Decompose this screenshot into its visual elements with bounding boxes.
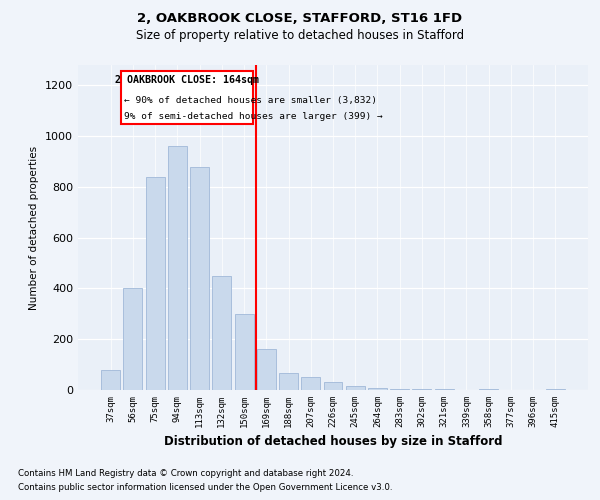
Bar — [168, 146, 187, 390]
Bar — [346, 386, 365, 390]
X-axis label: Distribution of detached houses by size in Stafford: Distribution of detached houses by size … — [164, 436, 502, 448]
Text: 2 OAKBROOK CLOSE: 164sqm: 2 OAKBROOK CLOSE: 164sqm — [115, 75, 259, 85]
Bar — [235, 314, 254, 390]
Text: 2, OAKBROOK CLOSE, STAFFORD, ST16 1FD: 2, OAKBROOK CLOSE, STAFFORD, ST16 1FD — [137, 12, 463, 26]
Text: Size of property relative to detached houses in Stafford: Size of property relative to detached ho… — [136, 29, 464, 42]
Text: Contains public sector information licensed under the Open Government Licence v3: Contains public sector information licen… — [18, 484, 392, 492]
Bar — [546, 388, 565, 390]
Bar — [146, 176, 164, 390]
Bar — [368, 388, 387, 390]
Bar — [301, 378, 320, 390]
Text: 9% of semi-detached houses are larger (399) →: 9% of semi-detached houses are larger (3… — [124, 112, 383, 121]
Text: Contains HM Land Registry data © Crown copyright and database right 2024.: Contains HM Land Registry data © Crown c… — [18, 468, 353, 477]
FancyBboxPatch shape — [121, 70, 253, 124]
Bar — [279, 374, 298, 390]
Bar — [190, 166, 209, 390]
Text: ← 90% of detached houses are smaller (3,832): ← 90% of detached houses are smaller (3,… — [124, 96, 377, 105]
Bar — [212, 276, 231, 390]
Bar — [323, 382, 343, 390]
Bar — [101, 370, 120, 390]
Bar — [124, 288, 142, 390]
Bar — [479, 388, 498, 390]
Y-axis label: Number of detached properties: Number of detached properties — [29, 146, 40, 310]
Bar — [257, 350, 276, 390]
